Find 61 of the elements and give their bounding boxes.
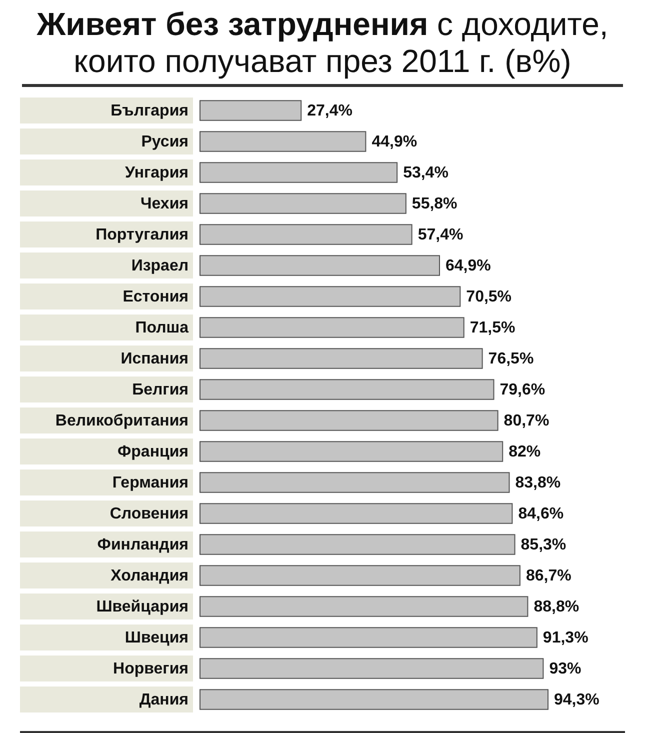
y-tick-label: България <box>110 102 188 120</box>
bar <box>200 410 498 431</box>
y-tick-label: Финландия <box>97 536 188 554</box>
y-tick-label: Франция <box>118 444 188 460</box>
y-tick-label: Естония <box>122 288 188 306</box>
data-label: 94,3% <box>554 692 600 708</box>
y-tick-label: Чехия <box>140 196 188 212</box>
data-label: 86,7% <box>526 568 572 584</box>
data-label: 57,4% <box>418 226 464 244</box>
data-label: 79,6% <box>500 382 546 398</box>
y-tick-label: Унгария <box>124 164 188 182</box>
y-tick-label: Словения <box>110 506 188 522</box>
bar <box>200 379 494 400</box>
bar <box>200 224 412 245</box>
data-label: 70,5% <box>466 288 512 306</box>
data-label: 84,6% <box>518 506 564 522</box>
bar <box>200 255 440 276</box>
bar <box>200 565 520 586</box>
data-label: 55,8% <box>412 196 458 212</box>
bar <box>200 348 483 369</box>
bar <box>200 100 302 121</box>
data-label: 71,5% <box>470 320 516 336</box>
y-tick-label: Германия <box>112 474 188 492</box>
data-label: 80,7% <box>504 412 550 430</box>
y-tick-label: Швеция <box>124 630 188 646</box>
bar <box>200 658 544 679</box>
chart-title: Живеят без затруднения с доходите, които получават през 2011 г. (в%) <box>22 0 623 87</box>
bar <box>200 596 528 617</box>
data-label: 76,5% <box>488 350 534 368</box>
bar <box>200 286 461 307</box>
bar <box>200 162 398 183</box>
y-tick-label: Израел <box>131 258 188 274</box>
bar <box>200 441 504 462</box>
y-tick-label: Холандия <box>110 568 188 584</box>
bar <box>200 131 366 152</box>
data-label: 91,3% <box>542 630 588 646</box>
y-tick-label: Русия <box>141 134 188 150</box>
bar <box>200 534 516 555</box>
bar <box>200 627 538 648</box>
data-label: 64,9% <box>446 258 491 274</box>
y-tick-label: Великобритания <box>55 412 188 430</box>
y-tick-label: Белгия <box>132 382 188 398</box>
data-label: 82% <box>508 444 541 460</box>
data-label: 83,8% <box>515 474 561 492</box>
data-label: 53,4% <box>403 164 448 182</box>
data-label: 85,3% <box>520 536 566 554</box>
data-label: 88,8% <box>534 598 580 616</box>
y-tick-label: Полша <box>135 320 189 336</box>
bar <box>200 472 510 493</box>
data-label: 93% <box>549 660 582 678</box>
data-label: 27,4% <box>307 102 352 120</box>
bar <box>200 689 548 710</box>
bar <box>200 503 513 524</box>
y-tick-label: Испания <box>120 350 188 368</box>
bar <box>200 317 464 338</box>
y-tick-label: Дания <box>139 692 188 708</box>
y-tick-label: Португалия <box>96 226 188 244</box>
y-tick-label: Норвегия <box>113 660 188 678</box>
y-tick-label: Швейцария <box>96 598 188 616</box>
data-label: 44,9% <box>372 134 418 150</box>
bar <box>200 193 406 214</box>
